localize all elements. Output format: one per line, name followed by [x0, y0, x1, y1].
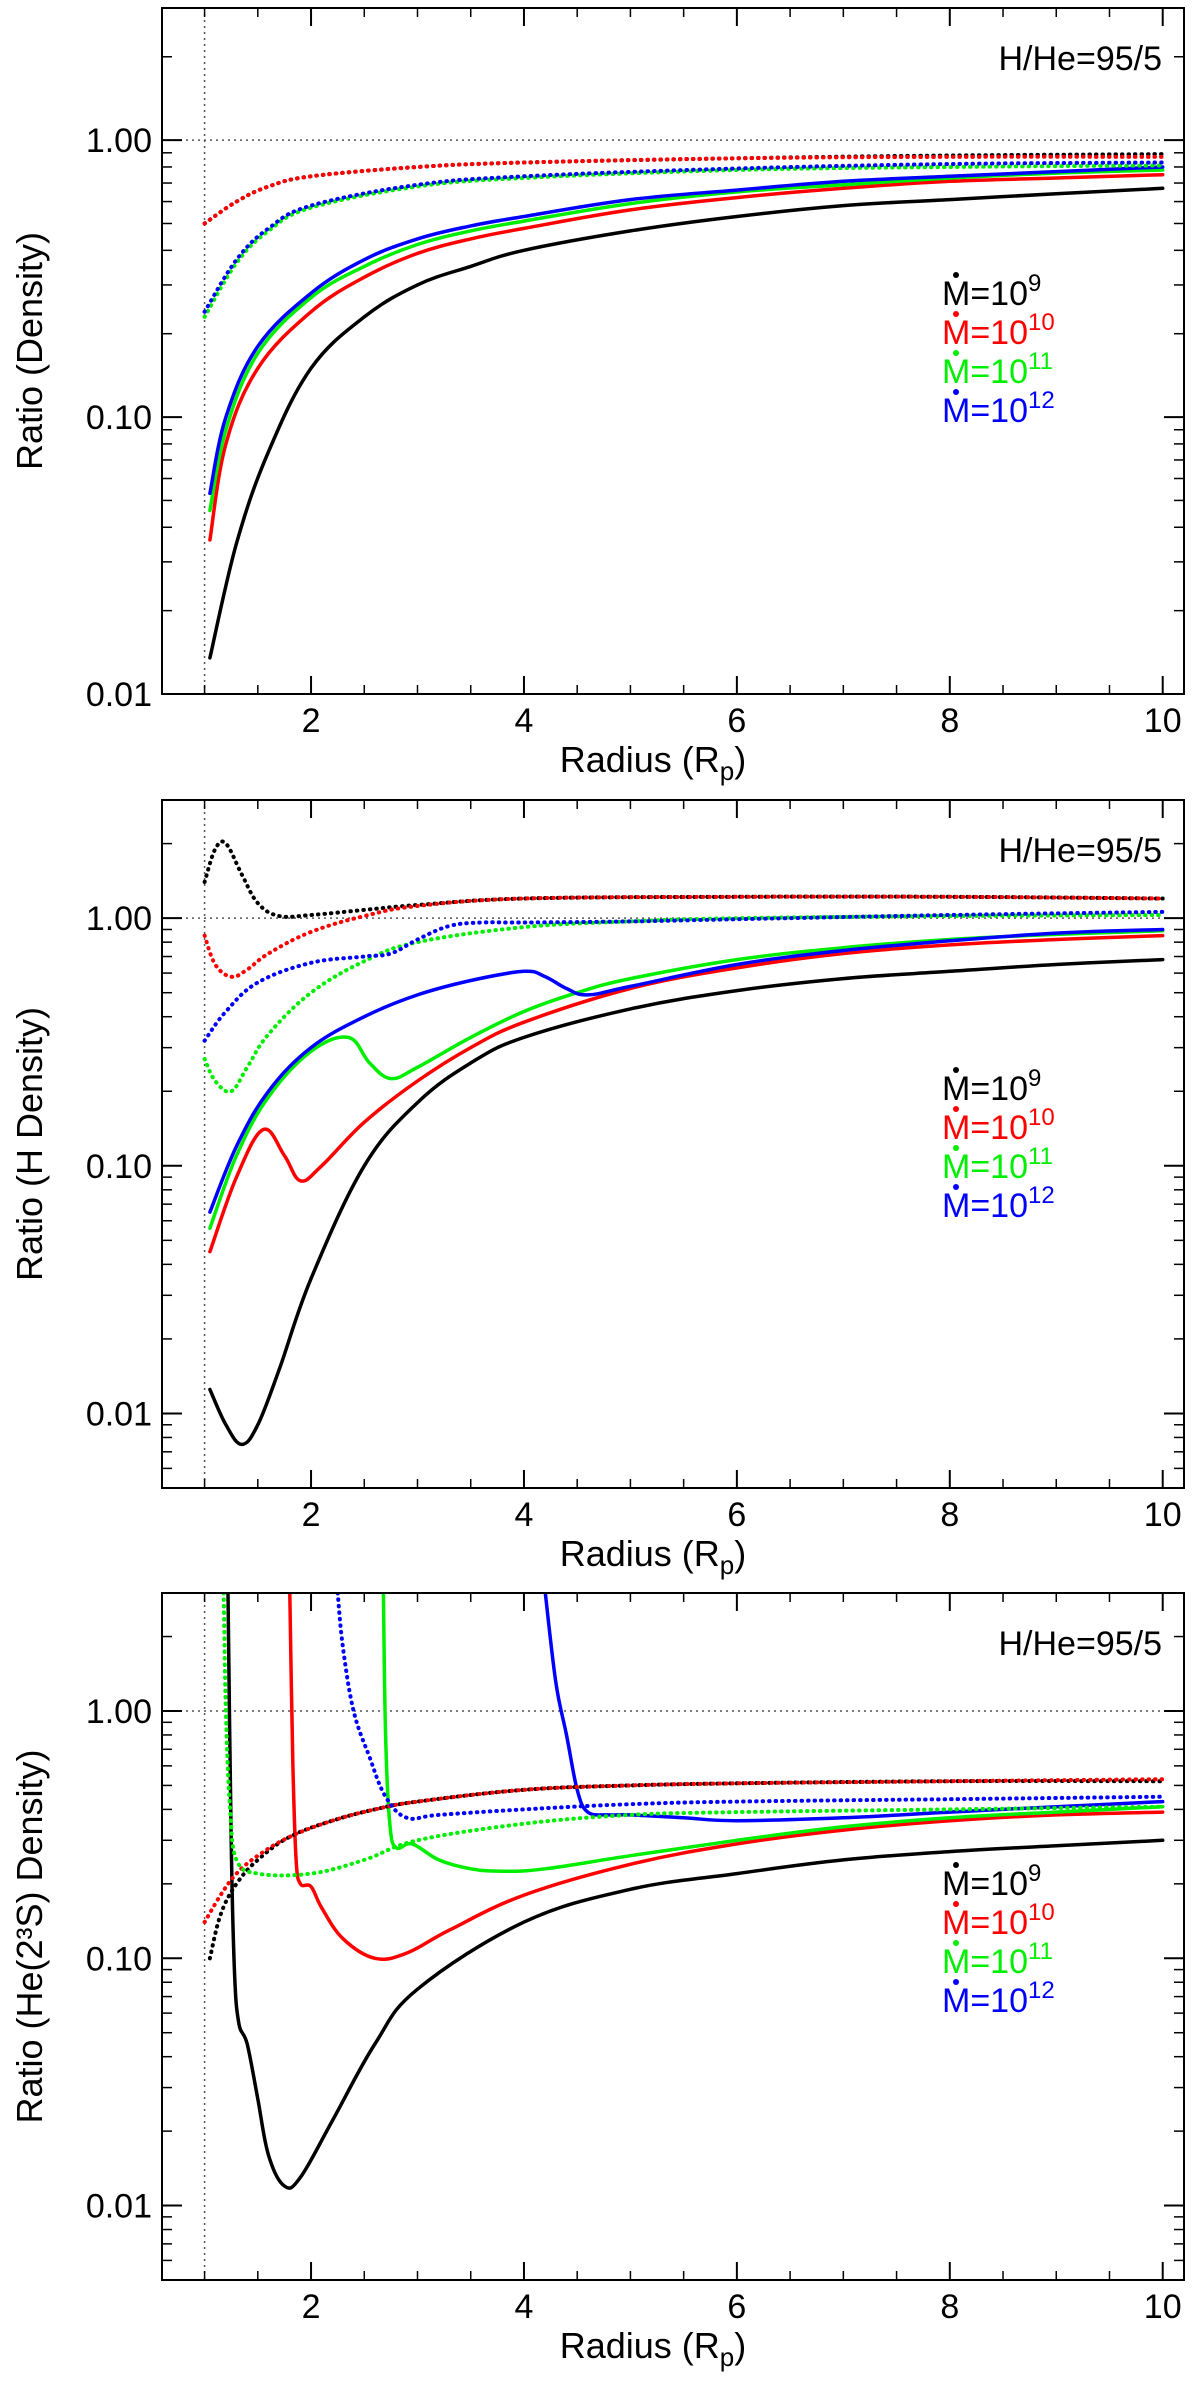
plot-frame [161, 7, 1185, 695]
chart-panel-1: 2 4 6 8 10 0.01 0.10 1.00 Radius (Rp) Ratio (Dens… [9, 7, 1185, 786]
y-axis-label: Ratio (He(2³S) Density) [9, 1749, 50, 2123]
legend-entry: M=109 [942, 1860, 1041, 1903]
series-line-dotted-6 [202, 1777, 1165, 1925]
y-tick-label: 0.01 [86, 1395, 152, 1433]
x-tick-label: 8 [940, 2288, 959, 2326]
y-axis-label: Ratio (Density) [9, 232, 50, 470]
legend-entry: M=1011 [942, 1143, 1053, 1186]
legend-entry: M=1011 [942, 1938, 1053, 1981]
legend-dot-accent [953, 350, 959, 356]
annotation-text: H/He=95/5 [999, 832, 1163, 870]
series-line-dotted-8 [335, 1593, 1165, 1821]
x-tick-label: 2 [302, 2288, 321, 2326]
x-tick-label: 10 [1144, 2288, 1182, 2326]
series-line-solid-1 [226, 1593, 1165, 2190]
series-line-solid-2 [288, 1593, 1165, 1962]
legend-dot-accent [953, 1901, 959, 1907]
legend-dot-accent [953, 1979, 959, 1985]
series-line-dotted-8 [202, 160, 1165, 314]
series-line-dotted-7 [221, 1593, 1165, 1878]
series-line-solid-2 [208, 933, 1165, 1254]
x-tick-label: 4 [514, 702, 533, 740]
series-line-dotted-7 [202, 163, 1165, 319]
annotation-text: H/He=95/5 [999, 1625, 1163, 1663]
series-line-solid-2 [208, 172, 1165, 542]
y-tick-label: 0.10 [86, 1148, 152, 1186]
series-group [202, 839, 1165, 1447]
x-tick-label: 6 [727, 1496, 746, 1534]
legend-dot-accent [953, 1067, 959, 1073]
series-line-dotted-6 [202, 894, 1165, 979]
series-line-solid-1 [208, 186, 1165, 660]
series-group [202, 1593, 1165, 2190]
series-line-dotted-8 [202, 909, 1165, 1043]
y-tick-label: 1.00 [86, 1693, 152, 1731]
plot-frame [161, 799, 1185, 1489]
x-tick-label: 8 [940, 1496, 959, 1534]
x-tick-label: 2 [302, 1496, 321, 1534]
plot-frame [161, 1592, 1185, 2281]
x-tick-label: 6 [727, 2288, 746, 2326]
legend-entry: M=109 [942, 270, 1041, 313]
x-tick-label: 8 [940, 702, 959, 740]
y-tick-label: 0.01 [86, 676, 152, 714]
series-line-solid-3 [381, 1593, 1165, 1873]
x-tick-label: 6 [727, 702, 746, 740]
chart-panel-2: 2 4 6 8 10 0.01 0.10 1.00 Radius (Rp) Ratio (H De… [9, 799, 1185, 1580]
x-tick-label: 10 [1144, 1496, 1182, 1534]
y-tick-label: 0.01 [86, 2188, 152, 2226]
x-axis-label: Radius (Rp) [560, 2325, 747, 2372]
y-tick-label: 0.10 [86, 1940, 152, 1978]
legend-entry: M=1012 [942, 1977, 1055, 2020]
legend-dot-accent [953, 1106, 959, 1112]
x-axis-label: Radius (Rp) [560, 739, 747, 786]
series-group [202, 152, 1165, 660]
y-tick-label: 0.10 [86, 399, 152, 437]
legend-entry: M=109 [942, 1065, 1041, 1108]
series-line-dotted-6 [202, 154, 1165, 226]
chart-panel-3: 2 4 6 8 10 0.01 0.10 1.00 Radius (Rp) Ratio (He(2… [9, 1592, 1185, 2372]
y-axis-label: Ratio (H Density) [9, 1007, 50, 1281]
series-line-solid-4 [208, 927, 1165, 1214]
legend-entry: M=1012 [942, 1182, 1055, 1225]
y-tick-label: 1.00 [86, 122, 152, 160]
legend-entry: M=1010 [942, 309, 1055, 352]
legend-dot-accent [953, 1145, 959, 1151]
x-axis-label: Radius (Rp) [560, 1533, 747, 1580]
legend-dot-accent [953, 311, 959, 317]
x-tick-label: 4 [514, 2288, 533, 2326]
legend-entry: M=1011 [942, 348, 1053, 391]
legend-dot-accent [953, 1862, 959, 1868]
x-tick-label: 2 [302, 702, 321, 740]
annotation-text: H/He=95/5 [999, 40, 1163, 78]
legend-entry: M=1012 [942, 387, 1055, 430]
legend-dot-accent [953, 389, 959, 395]
legend-entry: M=1010 [942, 1104, 1055, 1147]
x-tick-label: 4 [514, 1496, 533, 1534]
legend-dot-accent [953, 272, 959, 278]
legend-entry: M=1010 [942, 1899, 1055, 1942]
x-tick-label: 10 [1144, 702, 1182, 740]
legend-dot-accent [953, 1184, 959, 1190]
series-line-solid-3 [208, 928, 1165, 1230]
series-line-solid-4 [208, 165, 1165, 496]
series-line-solid-1 [208, 957, 1165, 1447]
y-tick-label: 1.00 [86, 900, 152, 938]
legend-dot-accent [953, 1940, 959, 1946]
